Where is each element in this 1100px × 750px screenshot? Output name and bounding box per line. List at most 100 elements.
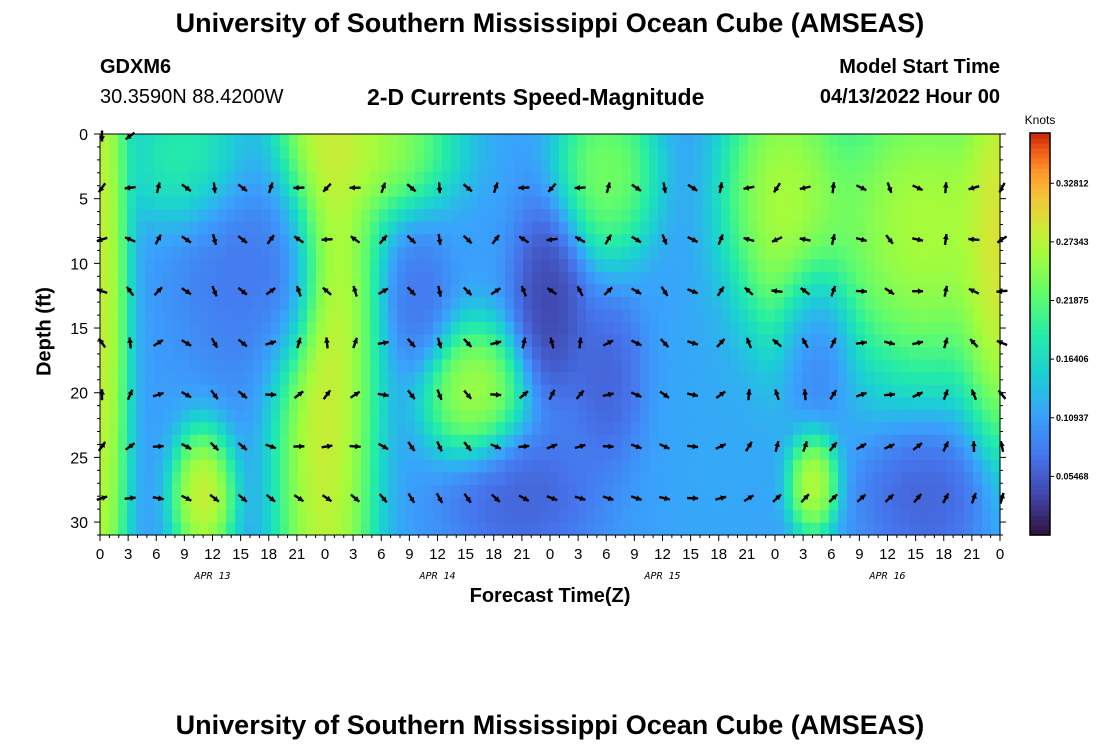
arrow-head (943, 337, 949, 344)
heatmap-cell (118, 409, 128, 423)
heatmap-cell (667, 296, 677, 311)
heatmap-cell (757, 347, 767, 361)
heatmap-cell (298, 397, 308, 411)
arrow-head (436, 239, 443, 245)
heatmap-cell (145, 309, 155, 323)
heatmap-cell (820, 171, 830, 185)
heatmap-cell (271, 484, 281, 499)
heatmap-cell (442, 334, 452, 348)
heatmap-cell (901, 134, 911, 148)
heatmap-cell (658, 509, 668, 524)
arrow-head (574, 184, 581, 191)
heatmap-cell (577, 246, 587, 260)
current-arrow (350, 493, 361, 503)
heatmap-cell (199, 472, 209, 486)
heatmap-cell (703, 159, 713, 173)
heatmap-cell (469, 146, 479, 160)
heatmap-cell (478, 296, 488, 311)
heatmap-cell (541, 321, 551, 336)
heatmap-cell (298, 171, 308, 185)
heatmap-cell (415, 384, 425, 398)
heatmap-cell (586, 447, 596, 461)
heatmap-cell (622, 271, 632, 285)
heatmap-cell (235, 209, 245, 223)
heatmap-cell (649, 497, 659, 511)
heatmap-cell (622, 171, 632, 185)
heatmap-cell (874, 384, 884, 398)
heatmap-cell (721, 447, 731, 461)
heatmap-cell (262, 196, 272, 210)
arrow-head (772, 339, 779, 345)
heatmap-cell (748, 434, 758, 448)
heatmap-cell (271, 171, 281, 185)
heatmap-cell (802, 221, 812, 235)
heatmap-cell (712, 334, 722, 348)
current-arrow (605, 182, 612, 194)
heatmap-cell (478, 184, 488, 198)
heatmap-cell (946, 497, 956, 511)
heatmap-cell (262, 509, 272, 524)
heatmap-cell (118, 271, 128, 285)
heatmap-cell (973, 359, 983, 373)
heatmap-cell (568, 384, 578, 398)
heatmap-cell (244, 284, 254, 298)
heatmap-cell (937, 384, 947, 398)
heatmap-cell (136, 384, 146, 398)
heatmap-cell (766, 497, 776, 511)
arrow-head (241, 185, 247, 192)
arrow-head (803, 494, 809, 500)
heatmap-cell (919, 459, 929, 473)
current-arrow (237, 441, 248, 451)
current-arrow (802, 389, 808, 401)
heatmap-cell (838, 447, 848, 461)
heatmap-cell (226, 159, 236, 173)
current-arrow (574, 184, 586, 191)
heatmap-cell (172, 472, 182, 486)
heatmap-cell (658, 259, 668, 273)
arrow-head (465, 444, 471, 451)
heatmap-cell (109, 522, 119, 536)
current-arrow (547, 182, 557, 193)
heatmap-cell (955, 196, 965, 210)
heatmap-cell (307, 134, 317, 148)
y-tick-label: 25 (70, 450, 88, 467)
heatmap-cell (271, 384, 281, 398)
heatmap-cell (838, 321, 848, 336)
heatmap-cell (586, 284, 596, 298)
heatmap-cell (820, 296, 830, 311)
heatmap-cell (730, 384, 740, 398)
heatmap-cell (163, 246, 173, 260)
heatmap-cell (244, 296, 254, 311)
arrow-head (719, 443, 726, 449)
current-arrow (744, 441, 753, 452)
heatmap-cell (874, 509, 884, 524)
heatmap-cell (307, 372, 317, 386)
heatmap-cell (856, 296, 866, 311)
heatmap-cell (505, 434, 515, 448)
heatmap-cell (379, 372, 389, 386)
current-arrow (996, 288, 1008, 295)
heatmap-cell (109, 271, 119, 285)
heatmap-cell (811, 234, 821, 248)
arrow-head (692, 443, 699, 450)
heatmap-cell (145, 171, 155, 185)
current-arrow (490, 340, 502, 346)
heatmap-cell (748, 259, 758, 273)
heatmap-cell (424, 409, 434, 423)
heatmap-cell (568, 459, 578, 473)
heatmap-cell (424, 259, 434, 273)
heatmap-cell (388, 159, 398, 173)
current-arrow (630, 391, 642, 399)
arrow-head (522, 495, 529, 501)
heatmap-cell (334, 509, 344, 524)
heatmap-cell (856, 134, 866, 148)
heatmap-cell (172, 221, 182, 235)
heatmap-cell (793, 284, 803, 298)
heatmap-cell (514, 347, 524, 361)
heatmap-cell (883, 134, 893, 148)
arrow-head (943, 389, 949, 396)
heatmap-cell (127, 497, 137, 511)
heatmap-cell (334, 372, 344, 386)
heatmap-cell (163, 221, 173, 235)
heatmap-cell (622, 447, 632, 461)
